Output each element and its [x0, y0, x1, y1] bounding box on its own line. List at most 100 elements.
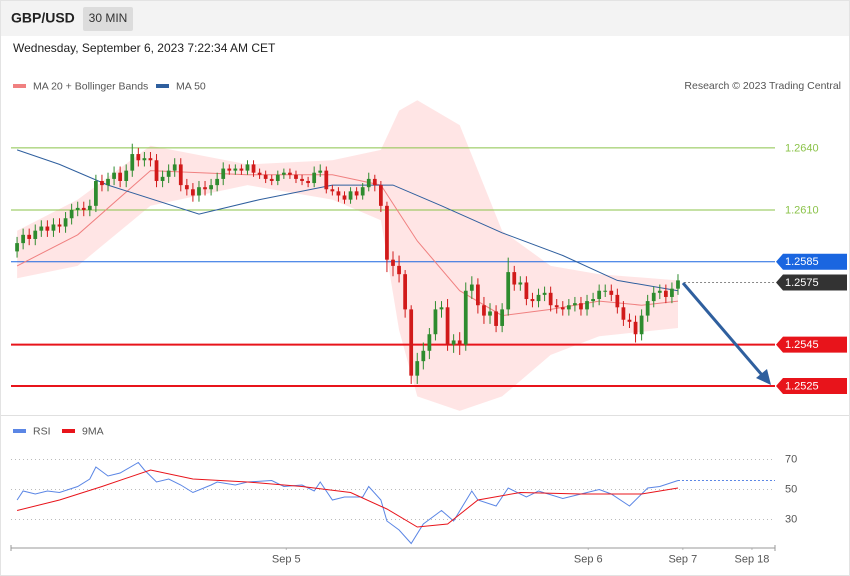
level-tag: [776, 378, 847, 395]
candle-body: [506, 272, 511, 310]
level-label: 1.2525: [785, 380, 819, 392]
candle-body: [657, 290, 662, 293]
candle-body: [160, 176, 165, 181]
candle-body: [366, 178, 371, 188]
candle-body: [27, 234, 32, 239]
candle-body: [585, 301, 589, 310]
level-label: 1.2640: [785, 142, 819, 154]
candle-body: [336, 191, 341, 196]
candle-body: [403, 274, 408, 310]
candle-body: [306, 180, 310, 184]
candle-body: [427, 334, 432, 351]
level-label: 1.2545: [785, 339, 819, 351]
legend-swatch: [156, 84, 169, 88]
candle-body: [597, 290, 602, 300]
y-tick-label: 50: [785, 483, 797, 495]
series-line: [16, 461, 679, 545]
candle-body: [100, 180, 104, 186]
candle-body: [439, 307, 444, 310]
candle-body: [178, 164, 183, 186]
candle-body: [275, 174, 280, 181]
candle-body: [512, 272, 517, 285]
candle-body: [239, 168, 244, 171]
candle-body: [445, 307, 450, 345]
timestamp: Wednesday, September 6, 2023 7:22:34 AM …: [13, 41, 276, 55]
candle-body: [360, 187, 365, 196]
candle-body: [69, 209, 74, 219]
candle-body: [542, 292, 547, 295]
candle-body: [603, 290, 608, 292]
candle-body: [566, 305, 571, 310]
candle-body: [106, 178, 110, 186]
candle-body: [221, 168, 226, 179]
candle-body: [670, 288, 674, 297]
candle-body: [57, 224, 62, 227]
candle-body: [476, 284, 480, 306]
candle-body: [148, 158, 153, 161]
candle-body: [294, 174, 298, 179]
candle-body: [615, 294, 620, 308]
x-tick-label: Sep 5: [272, 553, 301, 565]
legend-label: MA 20 + Bollinger Bands: [33, 80, 148, 92]
candle-body: [21, 234, 26, 244]
candle-body: [530, 299, 535, 302]
x-tick-label: Sep 18: [735, 553, 770, 565]
candle-body: [609, 290, 614, 295]
header-bar: [1, 1, 849, 36]
candle-body: [51, 224, 56, 231]
series-line: [16, 469, 679, 528]
candle-body: [75, 207, 80, 210]
candle-body: [548, 292, 553, 306]
level-label: 1.2610: [785, 204, 819, 216]
candle-body: [118, 172, 123, 181]
price-panel: 1.2640 1.2610 1.2585 1.2575 1.2545 1.2525 MA 2…: [11, 80, 847, 411]
candle-body: [463, 290, 468, 345]
level-tag: [776, 274, 847, 291]
legend-label: RSI: [33, 425, 51, 437]
candle-body: [372, 178, 377, 186]
legend-label: MA 50: [176, 80, 206, 92]
candle-body: [87, 205, 92, 210]
candle-body: [63, 218, 68, 227]
candle-body: [621, 307, 626, 320]
candle-body: [518, 282, 523, 285]
rsi-panel: 30 50 70 Sep 5 Sep 6 Sep 7 Sep 18 RSI 9MA: [11, 425, 797, 565]
candle-body: [318, 170, 323, 173]
source: Research © 2023 Trading Central: [684, 80, 841, 92]
candle-body: [209, 185, 213, 190]
candle-body: [300, 178, 304, 181]
candle-body: [312, 172, 317, 184]
interval-badge: [83, 7, 133, 31]
arrow-head: [756, 369, 771, 385]
candle-body: [330, 189, 335, 192]
candle-body: [591, 299, 595, 302]
candle-body: [651, 292, 656, 302]
candle-body: [639, 315, 644, 335]
candle-body: [39, 226, 44, 231]
candle-body: [15, 243, 19, 252]
candle-body: [348, 191, 353, 200]
candle-body: [288, 172, 292, 175]
candle-body: [451, 340, 456, 345]
candle-body: [579, 303, 583, 310]
candle-body: [433, 309, 438, 335]
candle-body: [45, 226, 50, 231]
candle-body: [500, 309, 505, 326]
candle-body: [385, 205, 389, 260]
y-tick-label: 30: [785, 513, 797, 525]
candle-body: [469, 284, 474, 291]
candle-body: [645, 301, 650, 316]
candle-body: [494, 311, 498, 326]
candle-body: [184, 185, 189, 190]
candle-body: [124, 170, 129, 181]
candle-body: [203, 187, 207, 190]
level-tag: [776, 253, 847, 270]
candle-body: [263, 174, 268, 179]
candle-body: [536, 294, 541, 302]
level-label: 1.2575: [785, 277, 819, 289]
candle-body: [633, 321, 638, 335]
candle-body: [391, 259, 395, 266]
interval: 30 MIN: [89, 11, 128, 25]
level-tag: [776, 336, 847, 353]
candle-body: [482, 305, 486, 316]
